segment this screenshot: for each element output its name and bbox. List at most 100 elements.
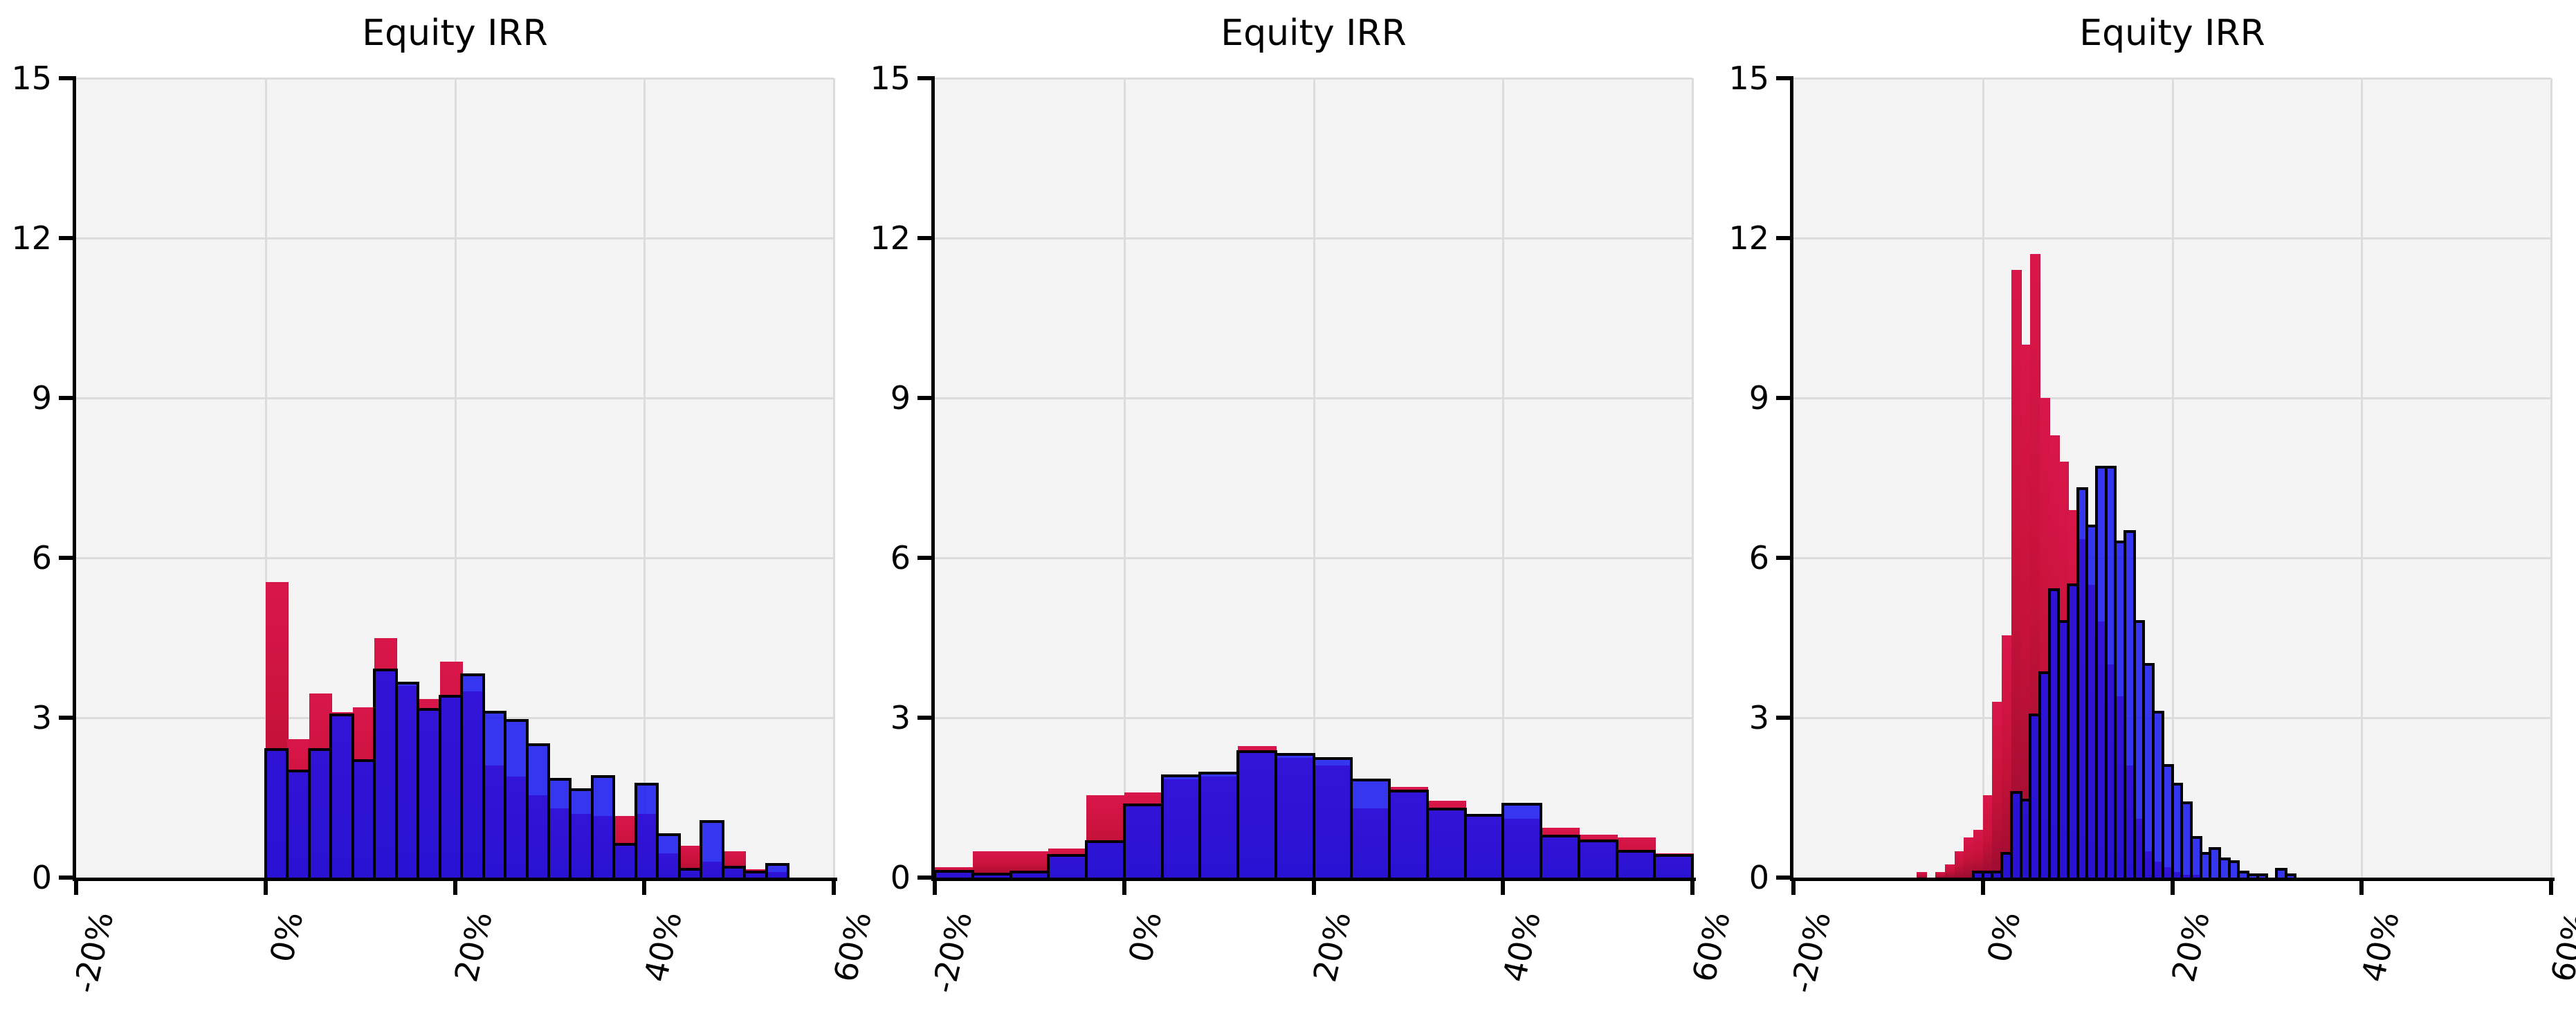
blue-histogram-bar [2227, 860, 2240, 878]
x-tick-label-40: 40% [637, 908, 689, 986]
blue-histogram-bar [1388, 790, 1429, 878]
blue-histogram-bar [547, 777, 572, 878]
red-histogram-bar [1916, 872, 1928, 878]
y-tick-label-3: 3 [1748, 699, 1769, 736]
y-axis-tick-15 [917, 76, 931, 80]
gridline-vertical-60 [2550, 78, 2552, 878]
blue-histogram-bar [307, 748, 333, 878]
blue-histogram-bar [2284, 873, 2297, 878]
x-axis-tick-60 [2549, 881, 2553, 895]
blue-histogram-bar [1085, 840, 1126, 878]
y-tick-label-12: 12 [870, 219, 911, 257]
plot-area [1790, 76, 2555, 881]
blue-histogram-bar [1425, 808, 1467, 878]
blue-histogram-bar [700, 820, 724, 878]
x-axis-spine [1790, 878, 2555, 881]
blue-histogram-bar [1047, 853, 1088, 878]
blue-histogram-bar [1236, 750, 1277, 878]
y-tick-label-15: 15 [11, 60, 52, 97]
x-axis-spine [73, 878, 837, 881]
blue-histogram-bar [525, 743, 550, 878]
blue-histogram-bar [1501, 802, 1542, 878]
y-axis-tick-3 [1776, 716, 1790, 720]
x-axis-tick--20 [74, 881, 78, 895]
y-tick-label-6: 6 [890, 539, 911, 577]
x-axis-tick-20 [1311, 881, 1316, 895]
blue-histogram-bar [1350, 779, 1391, 878]
y-axis-tick-12 [59, 236, 73, 240]
y-tick-label-15: 15 [870, 60, 911, 97]
x-axis-spine [931, 878, 1696, 881]
x-tick-label-20: 20% [1306, 908, 1359, 986]
y-axis-spine [1790, 76, 1793, 881]
gridline-vertical-60 [1692, 78, 1694, 878]
x-axis-tick-0 [1980, 881, 1985, 895]
blue-histogram-bar [482, 711, 507, 878]
y-axis-tick-9 [1776, 396, 1790, 400]
blue-histogram-bar [329, 714, 354, 878]
blue-histogram-bar [460, 673, 485, 878]
gridline-vertical-60 [833, 78, 835, 878]
blue-histogram-bar [1122, 804, 1164, 878]
y-axis-tick-15 [59, 76, 73, 80]
gridline-vertical-0 [1982, 78, 1984, 878]
y-axis-tick-15 [1776, 76, 1790, 80]
chart-title: Equity IRR [1221, 12, 1407, 54]
x-axis-tick--20 [933, 881, 937, 895]
blue-histogram-bar [1615, 849, 1656, 878]
y-axis-tick-0 [1776, 876, 1790, 880]
y-axis-spine [931, 76, 935, 881]
blue-histogram-bar [743, 871, 768, 878]
y-tick-label-6: 6 [1748, 539, 1769, 577]
y-axis-tick-3 [917, 716, 931, 720]
blue-histogram-bar [2256, 873, 2269, 878]
y-tick-label-15: 15 [1728, 60, 1769, 97]
y-tick-label-12: 12 [1728, 219, 1769, 257]
blue-histogram-bar [612, 843, 637, 878]
y-tick-label-12: 12 [11, 219, 52, 257]
blue-histogram-bar [634, 783, 659, 878]
blue-histogram-bar [971, 873, 1012, 878]
x-tick-label-20: 20% [447, 908, 500, 986]
gridline-vertical-40 [643, 78, 646, 878]
gridline-vertical-20 [1313, 78, 1315, 878]
plot-area [73, 76, 837, 881]
blue-histogram-bar [721, 865, 747, 878]
blue-histogram-bar [2275, 868, 2287, 878]
blue-histogram-bar [1540, 834, 1580, 878]
x-axis-tick-0 [1122, 881, 1126, 895]
blue-histogram-bar [1463, 813, 1505, 878]
blue-histogram-bar [504, 718, 529, 878]
y-axis-tick-6 [59, 556, 73, 560]
y-tick-label-9: 9 [890, 379, 911, 417]
x-axis-tick--20 [1791, 881, 1796, 895]
blue-histogram-bar [394, 681, 420, 878]
gridline-vertical-40 [1502, 78, 1505, 878]
y-tick-label-9: 9 [1748, 379, 1769, 417]
blue-histogram-bar [417, 708, 441, 878]
blue-histogram-bar [656, 833, 681, 878]
y-tick-label-3: 3 [890, 699, 911, 736]
x-axis-tick-40 [642, 881, 647, 895]
blue-histogram-bar [1577, 839, 1618, 878]
gridline-vertical-0 [264, 78, 267, 878]
y-tick-label-9: 9 [31, 379, 52, 417]
blue-histogram-bar [1274, 753, 1315, 878]
blue-histogram-bar [933, 869, 974, 878]
x-tick-label-40: 40% [1495, 908, 1548, 986]
chart-panel-0: Equity IRR 0 3 6 9 12 15 -20% 0% 20% 40% 60% [0, 0, 878, 1025]
blue-histogram-bar [1653, 853, 1694, 878]
x-tick-label--20: -20% [66, 908, 121, 997]
x-axis-tick-60 [1690, 881, 1695, 895]
y-axis-tick-3 [59, 716, 73, 720]
y-tick-label-6: 6 [31, 539, 52, 577]
blue-histogram-bar [264, 748, 289, 878]
gridline-vertical-20 [2171, 78, 2174, 878]
blue-histogram-bar [373, 668, 398, 878]
chart-panel-2: Equity IRR 0 3 6 9 12 15 -20% 0% 20% 40% 60% [1717, 0, 2576, 1025]
plot-area [931, 76, 1696, 881]
y-axis-tick-6 [917, 556, 931, 560]
x-axis-tick-40 [2359, 881, 2364, 895]
x-tick-label-0: 0% [1121, 908, 1169, 966]
